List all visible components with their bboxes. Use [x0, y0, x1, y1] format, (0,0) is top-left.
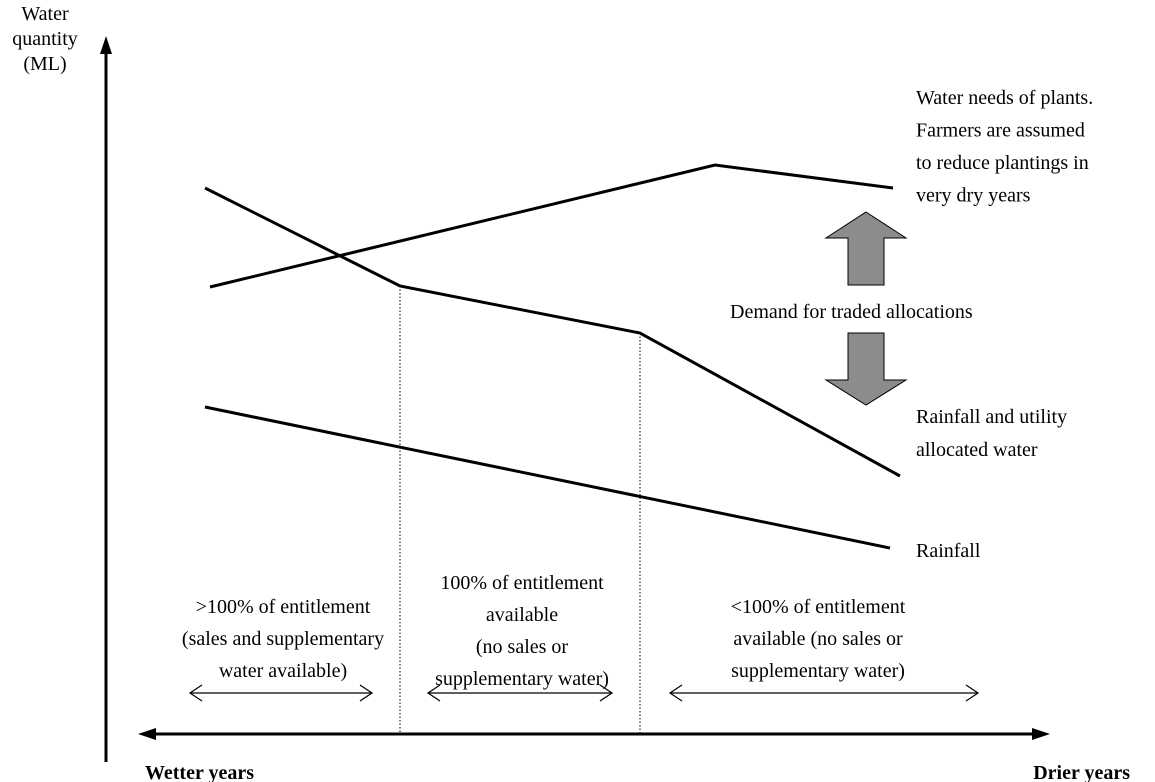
- region-label: supplementary water): [731, 660, 905, 682]
- range-arrow: [188, 684, 374, 702]
- y-axis-label: quantity: [12, 28, 78, 50]
- needs-line: [209, 163, 894, 289]
- region-label: 100% of entitlement: [440, 572, 604, 594]
- y-axis-label: (ML): [23, 53, 66, 75]
- region-label: >100% of entitlement: [196, 596, 371, 618]
- allocated-label: allocated water: [916, 439, 1038, 461]
- up-arrow: [824, 211, 908, 286]
- needs-label: very dry years: [916, 185, 1031, 207]
- range-arrow: [668, 684, 980, 702]
- rainfall-label: Rainfall: [916, 540, 981, 562]
- region-label: (no sales or: [476, 636, 569, 658]
- x-axis-right-label: Drier years: [1033, 762, 1130, 782]
- needs-label: Water needs of plants.: [916, 87, 1093, 109]
- region-label: available: [486, 604, 558, 626]
- labels: Water quantity (ML) Water needs of plants. F…: [12, 3, 1130, 782]
- region-label: (sales and supplementary: [182, 628, 384, 650]
- x-axis-left-label: Wetter years: [145, 762, 254, 782]
- needs-label: to reduce plantings in: [916, 152, 1089, 174]
- allocated-line: [204, 186, 901, 478]
- x-axis-arrow-right: [1032, 728, 1050, 740]
- down-arrow: [824, 332, 908, 406]
- demand-label: Demand for traded allocations: [730, 301, 973, 323]
- x-axis-arrow-left: [138, 728, 156, 740]
- allocated-label: Rainfall and utility: [916, 406, 1067, 428]
- region-label: available (no sales or: [733, 628, 903, 650]
- region-label: supplementary water): [435, 668, 609, 690]
- region-label: <100% of entitlement: [731, 596, 906, 618]
- rainfall-line: [204, 405, 891, 550]
- range-arrow: [426, 684, 614, 702]
- y-axis-arrow: [100, 36, 112, 54]
- needs-label: Farmers are assumed: [916, 120, 1085, 142]
- y-axis-label: Water: [21, 3, 69, 25]
- region-label: water available): [219, 660, 347, 682]
